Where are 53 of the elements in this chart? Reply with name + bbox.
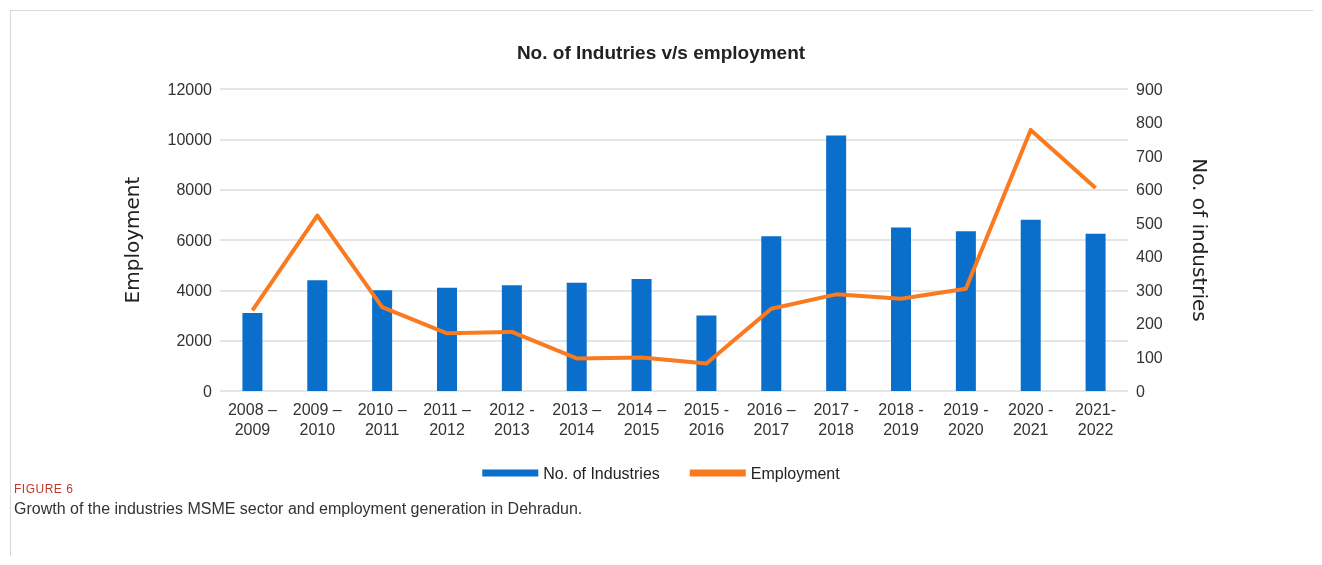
y2-tick-label: 0 [1136,382,1145,400]
x-tick-label: 2011 – 2012 [423,400,471,438]
y-tick-label: 0 [203,382,213,400]
y-axis-title: Employment [120,176,144,304]
x-tick-label: 2018 - 2019 [878,400,924,438]
y2-tick-label: 100 [1136,348,1163,366]
x-tick-label: 2009 – 2010 [292,400,342,438]
y-tick-label: 2000 [176,332,213,350]
x-tick-label: 2020 - 2021 [1008,400,1054,438]
bar [1020,219,1041,391]
bar [955,231,976,391]
bar [696,315,717,391]
bar [826,135,847,391]
legend-label: No. of Industries [543,464,660,482]
y2-tick-label: 400 [1136,248,1163,266]
y-tick-label: 4000 [176,281,213,299]
y2-tick-label: 700 [1136,147,1163,165]
caption: FIGURE 6 [14,482,75,496]
x-tick-label: 2017 - 2018 [813,400,859,438]
x-tick-label: 2010 – 2011 [357,400,407,438]
y-tick-label: 12000 [167,80,213,98]
bar [566,282,587,391]
y2-tick-label: 900 [1136,80,1163,98]
y2-tick-label: 500 [1136,214,1163,232]
line-series [250,127,1098,366]
legend-label: Employment [750,464,841,482]
chart-title: No. of Indutries v/s employment [516,42,806,63]
x-tick-label: 2012 - 2013 [489,400,535,438]
y2-tick-label: 800 [1136,114,1163,132]
bar [242,312,263,391]
y-tick-label: 6000 [176,231,213,249]
x-tick-label: 2008 – 2009 [227,400,277,438]
bar [761,236,782,391]
y2-tick-label: 600 [1136,181,1163,199]
x-tick-label: 2013 – 2014 [552,400,602,438]
text: Growth of the industries MSME sector and employment generation in Dehradun. [14,500,583,518]
bar [437,287,457,391]
y2-axis-title: No. of industries [1188,158,1212,322]
x-tick-label: 2019 - 2020 [943,400,989,438]
x-tick-label: 2014 – 2015 [617,400,667,438]
y2-tick-label: 200 [1136,315,1163,333]
x-tick-label: 2016 – 2017 [746,400,796,438]
bar [307,280,328,391]
y-tick-label: 10000 [167,130,213,148]
y-tick-label: 8000 [176,181,213,199]
y2-tick-label: 300 [1136,281,1163,299]
x-tick-label: 2021- 2022 [1075,400,1117,438]
bar [891,227,911,391]
bar [372,290,393,391]
bar [1085,233,1106,391]
x-tick-label: 2015 - 2016 [683,400,730,438]
bar [501,285,522,391]
bar [631,279,652,391]
